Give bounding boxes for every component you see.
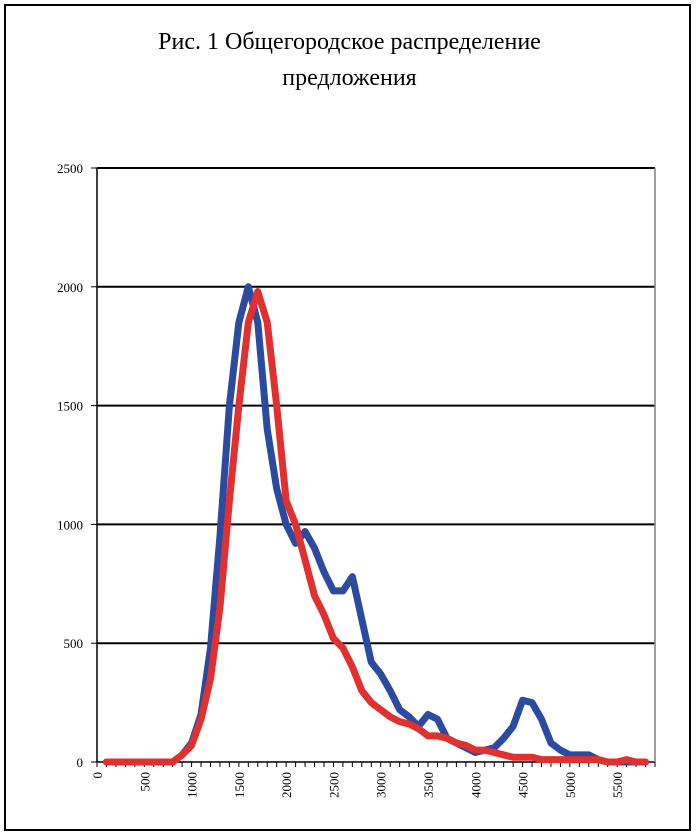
series-line-2	[102, 288, 650, 766]
x-tick-label: 4000	[468, 772, 483, 798]
y-tick-labels: 0 500 1000 1500 2000 2500	[57, 161, 83, 770]
chart-title-line-2: предложения	[282, 65, 417, 91]
x-tick-label: 3000	[374, 772, 389, 798]
axes	[91, 167, 656, 767]
y-tick-label: 2000	[57, 280, 83, 295]
x-tick-label: 500	[137, 772, 152, 792]
x-tick-label: 5500	[610, 772, 625, 798]
y-tick-label: 2500	[57, 161, 83, 176]
gridlines	[97, 167, 655, 645]
chart-frame	[4, 4, 691, 831]
x-tick-labels: 0 500 1000 1500 2000 2500 3000 3500 4000 4500 5000…	[90, 772, 625, 798]
y-tick-label: 1000	[57, 517, 83, 532]
chart-title: Рис. 1 Общегородское распределение предл…	[0, 24, 699, 96]
x-tick-label: 2000	[279, 772, 294, 798]
x-tick-label: 5000	[563, 772, 578, 798]
y-tick-label: 1500	[57, 399, 83, 414]
y-tick-label: 0	[77, 755, 84, 770]
x-tick-label: 0	[90, 772, 105, 779]
series-lines	[102, 283, 650, 766]
chart-title-line-1: Рис. 1 Общегородское распределение	[158, 29, 541, 55]
x-tick-label: 3500	[421, 772, 436, 798]
x-tick-label: 4500	[516, 772, 531, 798]
y-tick-label: 500	[64, 636, 84, 651]
x-tick-label: 1000	[185, 772, 200, 798]
x-tick-label: 2500	[326, 772, 341, 798]
x-tick-label: 1500	[232, 772, 247, 798]
